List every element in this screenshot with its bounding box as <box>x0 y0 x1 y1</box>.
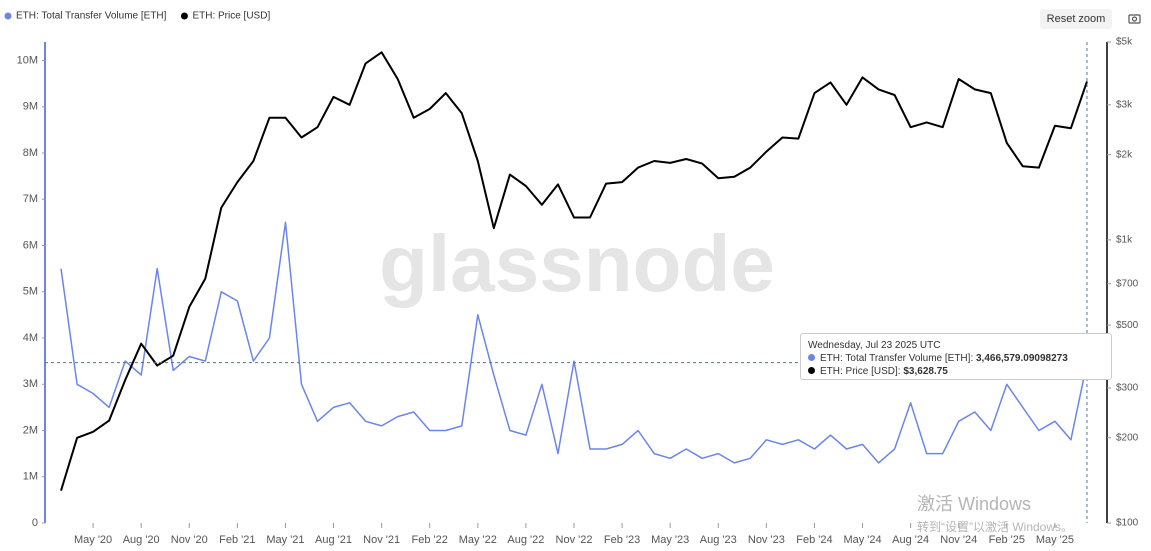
tooltip-value: 3,466,579.09098273 <box>976 353 1068 364</box>
y2-tick-label: $700 <box>1116 278 1139 289</box>
legend-marker <box>4 12 12 20</box>
y2-tick-label: $200 <box>1116 432 1139 443</box>
y-tick-label: 4M <box>23 332 38 344</box>
x-tick-label: May '21 <box>266 534 304 546</box>
y2-tick-label: $100 <box>1116 518 1139 529</box>
x-tick-label: Aug '22 <box>507 534 544 546</box>
x-tick-label: May '24 <box>843 534 881 546</box>
tooltip-title: Wednesday, Jul 23 2025 UTC <box>808 340 941 351</box>
reset-zoom-button[interactable]: Reset zoom <box>1040 9 1112 29</box>
y2-tick-label: $5k <box>1116 37 1133 48</box>
tooltip-value: $3,628.75 <box>903 366 948 377</box>
x-tick-label: Feb '23 <box>604 534 640 546</box>
x-tick-label: May '20 <box>74 534 112 546</box>
y-tick-label: 1M <box>23 471 38 483</box>
x-tick-label: May '25 <box>1036 534 1074 546</box>
tooltip-marker <box>808 367 815 374</box>
legend-marker <box>180 12 188 20</box>
tooltip-row: ETH: Price [USD]$3,628.75 <box>808 365 1104 378</box>
y-tick-label: 6M <box>23 239 38 251</box>
tooltip-rows: ETH: Total Transfer Volume [ETH]3,466,57… <box>808 352 1104 378</box>
x-tick-label: Nov '24 <box>940 534 977 546</box>
camera-icon[interactable] <box>1128 14 1141 24</box>
x-tick-label: Aug '24 <box>892 534 929 546</box>
x-tick-label: Aug '21 <box>315 534 352 546</box>
x-tick-label: Nov '23 <box>748 534 785 546</box>
x-tick-label: Feb '25 <box>989 534 1025 546</box>
x-tick-label: Aug '20 <box>123 534 160 546</box>
x-tick-label: Nov '22 <box>556 534 593 546</box>
y2-tick-label: $2k <box>1116 149 1133 160</box>
y2-tick-label: $3k <box>1116 99 1133 110</box>
tooltip-series: ETH: Total Transfer Volume [ETH] <box>820 353 976 364</box>
y-tick-label: 10M <box>17 54 38 66</box>
x-tick-label: Feb '24 <box>796 534 832 546</box>
y-tick-label: 0 <box>32 517 38 529</box>
x-tick-label: May '23 <box>651 534 689 546</box>
y-tick-label: 9M <box>23 101 38 113</box>
x-tick-label: Feb '22 <box>412 534 448 546</box>
activation-hint: 转到“设置”以激活 Windows。 <box>917 520 1074 534</box>
activation-notice: 激活 Windows 转到“设置”以激活 Windows。 <box>917 490 1073 535</box>
watermark: glassnode <box>379 219 775 308</box>
tooltip: Wednesday, Jul 23 2025 UTC ETH: Total Tr… <box>800 333 1112 380</box>
y2-tick-label: $300 <box>1116 383 1139 394</box>
activation-title: 激活 Windows <box>917 494 1032 514</box>
tooltip-row: ETH: Total Transfer Volume [ETH]3,466,57… <box>808 352 1104 365</box>
series-line <box>60 51 1088 491</box>
legend-label: ETH: Price [USD] <box>192 11 270 22</box>
y-tick-label: 8M <box>23 147 38 159</box>
tooltip-series: ETH: Price [USD] <box>820 366 903 377</box>
x-tick-label: Feb '21 <box>219 534 255 546</box>
x-tick-label: Nov '21 <box>363 534 400 546</box>
series-line <box>60 221 1088 464</box>
x-tick-label: May '22 <box>459 534 497 546</box>
legend-label: ETH: Total Transfer Volume [ETH] <box>16 11 167 22</box>
y-tick-label: 5M <box>23 286 38 298</box>
y-tick-label: 7M <box>23 193 38 205</box>
y-tick-label: 3M <box>23 378 38 390</box>
y2-tick-label: $500 <box>1116 320 1139 331</box>
tooltip-marker <box>808 354 815 361</box>
x-tick-label: Aug '23 <box>700 534 737 546</box>
y-tick-label: 2M <box>23 424 38 436</box>
y2-tick-label: $1k <box>1116 235 1133 246</box>
x-tick-label: Nov '20 <box>171 534 208 546</box>
